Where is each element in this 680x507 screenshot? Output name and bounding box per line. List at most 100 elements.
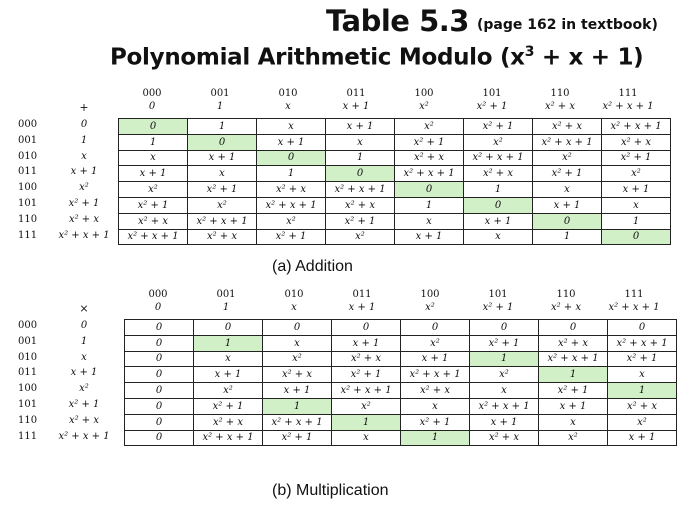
col-header-poly: x² + x + 1 bbox=[602, 101, 654, 112]
table-cell: x² + 1 bbox=[400, 413, 470, 431]
row-header-poly: x² + x + 1 bbox=[58, 229, 110, 241]
table-cell: 0 bbox=[469, 319, 539, 336]
table-cell: x² + x + 1 bbox=[262, 413, 332, 431]
col-header-bits: 100 bbox=[420, 289, 440, 300]
row-header-bits: 001 bbox=[18, 335, 38, 347]
table-cell: 0 bbox=[325, 165, 395, 183]
table-cell: x + 1 bbox=[256, 133, 326, 151]
table-cell: 0 bbox=[394, 181, 464, 198]
row-header-bits: 000 bbox=[18, 119, 38, 130]
row-header-bits: 010 bbox=[18, 150, 38, 162]
table-cell: x bbox=[538, 413, 608, 431]
row-header-poly: x² + x bbox=[68, 213, 100, 225]
row-header-bits: 011 bbox=[18, 367, 38, 379]
table-cell: x² bbox=[325, 228, 395, 246]
col-header-bits: 011 bbox=[346, 88, 366, 99]
row-header-bits: 010 bbox=[18, 351, 38, 363]
table-cell: x² bbox=[538, 429, 608, 447]
table-cell: x² + 1 bbox=[538, 382, 608, 399]
table-cell: 1 bbox=[469, 350, 539, 368]
col-header-bits: 110 bbox=[556, 289, 576, 300]
table-cell: x + 1 bbox=[538, 397, 608, 415]
table-cell: x² + x bbox=[463, 165, 533, 183]
table-cell: x + 1 bbox=[325, 118, 395, 135]
table-cell: x bbox=[607, 366, 677, 384]
table-cell: x² bbox=[463, 133, 533, 151]
operator-symbol: + bbox=[79, 101, 89, 114]
table-cell: 1 bbox=[601, 212, 671, 230]
table-cell: x² + 1 bbox=[394, 133, 464, 151]
col-header-poly: x + 1 bbox=[348, 302, 376, 313]
table-cell: x bbox=[325, 133, 395, 151]
table-cell: x² + x bbox=[400, 382, 470, 399]
table-cell: x + 1 bbox=[331, 334, 401, 352]
row-header-bits: 101 bbox=[18, 198, 38, 209]
table-cell: x² + 1 bbox=[262, 429, 332, 447]
table-cell: x² + x bbox=[262, 366, 332, 384]
table-cell: x² bbox=[400, 334, 470, 352]
col-header-poly: x bbox=[285, 101, 291, 112]
table-cell: 1 bbox=[262, 397, 332, 415]
col-header-poly: x² bbox=[425, 302, 435, 313]
table-cell: x² + x bbox=[469, 429, 539, 447]
table-cell: x bbox=[400, 397, 470, 415]
row-header-poly: x bbox=[81, 150, 87, 162]
table-cell: x² bbox=[193, 382, 263, 399]
col-header-poly: x + 1 bbox=[342, 101, 370, 112]
table-cell: x + 1 bbox=[394, 228, 464, 246]
subtitle-suffix: + x + 1) bbox=[534, 44, 644, 71]
col-header-poly: 0 bbox=[154, 302, 162, 313]
table-cell: 1 bbox=[400, 429, 470, 447]
table-subtitle: Polynomial Arithmetic Modulo (x3 + x + 1… bbox=[110, 44, 644, 71]
table-cell: x² + x + 1 bbox=[601, 118, 671, 135]
table-cell: x² + x bbox=[256, 181, 326, 198]
table-cell: x² + x + 1 bbox=[400, 366, 470, 384]
table-cell: x² + 1 bbox=[601, 149, 671, 167]
table-cell: x² + 1 bbox=[118, 196, 188, 214]
table-cell: x bbox=[193, 350, 263, 368]
table-row: 0 x² + x + 1 x² + 1 x 1 x² + x x² x + 1 bbox=[124, 429, 677, 447]
table-cell: x² + x bbox=[607, 397, 677, 415]
table-cell: x² + x + 1 bbox=[463, 149, 533, 167]
table-cell: x² + x bbox=[394, 149, 464, 167]
table-cell: x² bbox=[262, 350, 332, 368]
row-header-poly: 1 bbox=[80, 335, 88, 347]
col-header-poly: x² + x bbox=[544, 101, 576, 112]
title-note: (page 162 in textbook) bbox=[477, 17, 658, 33]
table-cell: 0 bbox=[124, 397, 194, 415]
row-header-poly: x bbox=[81, 351, 87, 363]
row-header-poly: x² + x + 1 bbox=[58, 430, 110, 442]
multiplication-caption: (b) Multiplication bbox=[272, 482, 389, 499]
col-header-bits: 001 bbox=[216, 289, 236, 300]
col-header-bits: 101 bbox=[482, 88, 502, 99]
row-header-poly: x² + x bbox=[68, 414, 100, 426]
table-cell: x bbox=[262, 334, 332, 352]
table-cell: 0 bbox=[256, 149, 326, 167]
table-cell: x² + x + 1 bbox=[256, 196, 326, 214]
table-cell: 0 bbox=[187, 133, 257, 151]
table-cell: 0 bbox=[538, 319, 608, 336]
table-cell: x² + 1 bbox=[469, 334, 539, 352]
table-cell: x bbox=[469, 382, 539, 399]
table-cell: x² + 1 bbox=[532, 165, 602, 183]
table-cell: x² + x bbox=[532, 118, 602, 135]
row-header-poly: 1 bbox=[80, 134, 88, 146]
row-header-bits: 111 bbox=[18, 430, 38, 442]
addition-caption: (a) Addition bbox=[272, 258, 353, 275]
table-cell: x² + 1 bbox=[325, 212, 395, 230]
table-cell: 0 bbox=[607, 319, 677, 336]
table-cell: x + 1 bbox=[469, 413, 539, 431]
table-cell: x² + x + 1 bbox=[187, 212, 257, 230]
table-cell: x² bbox=[469, 366, 539, 384]
row-header-bits: 110 bbox=[18, 213, 38, 225]
subtitle-prefix: Polynomial Arithmetic Modulo (x bbox=[110, 44, 525, 71]
subtitle-sup: 3 bbox=[524, 44, 535, 60]
table-cell: 0 bbox=[601, 228, 671, 246]
col-header-bits: 000 bbox=[148, 289, 168, 300]
